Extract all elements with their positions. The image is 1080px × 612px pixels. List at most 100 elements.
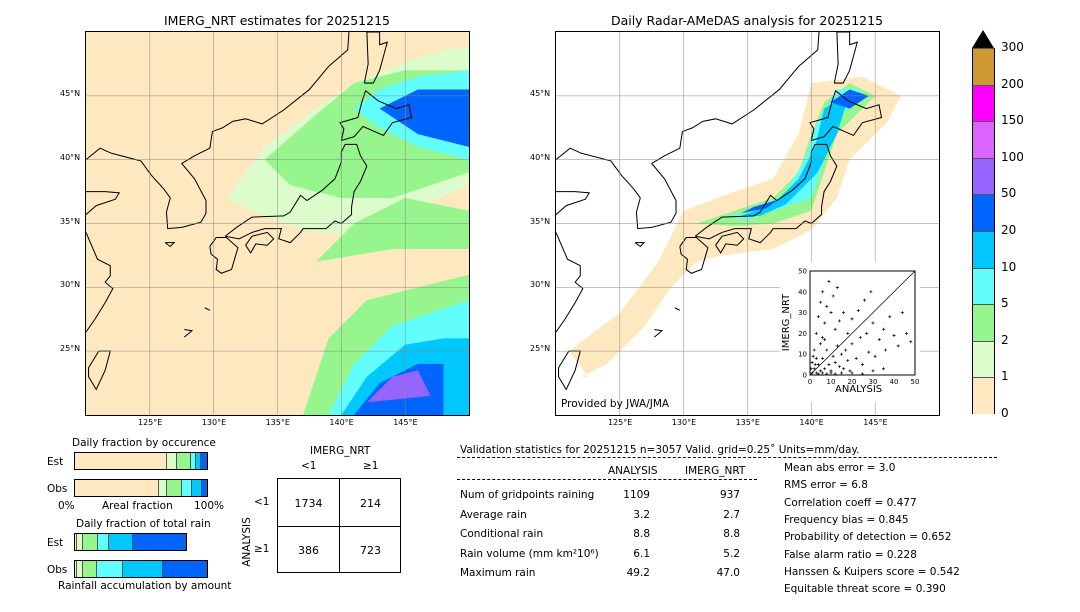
ct-cell: 214: [360, 497, 381, 510]
scatter-point: [905, 331, 909, 335]
rain-area: [741, 199, 780, 214]
stats-header: Validation statistics for 20251215 n=305…: [460, 444, 860, 456]
coastline: [556, 232, 584, 333]
scatter-point: [825, 372, 829, 376]
stats-label: Maximum rain: [460, 567, 536, 579]
colorbar-label: 10: [1001, 259, 1017, 274]
stats-a: 49.2: [626, 567, 650, 579]
one-to-one-line: [809, 270, 916, 376]
score-line: False alarm ratio = 0.228: [784, 548, 917, 561]
stats-label: Conditional rain: [460, 528, 544, 540]
scatter-point: [840, 371, 843, 375]
scatter-inset: 0 0 10 10 20 20 30 30 40 40 50 50 ANALYSIS IMERG_NR…: [780, 262, 920, 402]
scatter-point: [814, 356, 818, 360]
occurrence-est-bar: [74, 452, 208, 470]
lat-tick-label: 25°N: [530, 344, 551, 354]
fraction-segment: [132, 534, 186, 550]
ct-cell: 723: [360, 544, 381, 557]
fraction-segment: [82, 561, 98, 577]
ct-col-lt: <1: [301, 460, 317, 472]
fraction-segment: [159, 480, 168, 496]
colorbar-segment: [972, 340, 995, 378]
colorbar-label: 2: [1001, 332, 1009, 347]
lat-tick-label: 25°N: [60, 344, 81, 354]
scatter-point: [811, 354, 815, 358]
scatter-xtick: 40: [890, 378, 899, 386]
scatter-point: [821, 356, 825, 360]
coastline: [634, 242, 646, 248]
colorbar-label: 300: [1001, 40, 1024, 54]
scatter-point: [846, 331, 850, 335]
scatter-point: [814, 331, 818, 335]
coastline: [86, 232, 114, 333]
lat-tick-label: 35°N: [530, 216, 551, 226]
lat-tick-label: 30°N: [60, 280, 81, 290]
fraction-segment: [192, 480, 203, 496]
rain-est-label: Est: [47, 537, 64, 549]
fraction-segment: [201, 453, 207, 469]
scatter-point: [840, 352, 843, 356]
coastline: [339, 89, 413, 142]
scatter-ytick: 20: [798, 330, 807, 338]
scatter-point: [809, 367, 813, 371]
colorbar-segment: [972, 267, 995, 305]
score-line: Frequency bias = 0.845: [784, 513, 909, 526]
scatter-point: [842, 311, 846, 315]
lat-tick-label: 30°N: [530, 280, 551, 290]
fraction-segment: [83, 534, 99, 550]
total-rain-title: Daily fraction of total rain: [76, 518, 211, 530]
scatter-point: [892, 333, 896, 337]
scatter-point: [829, 311, 833, 315]
scatter-point: [861, 363, 864, 367]
occ-x0: 0%: [58, 500, 75, 512]
scatter-point: [896, 344, 900, 348]
rain-area: [315, 197, 469, 262]
lon-tick-label: 130°E: [671, 418, 697, 427]
stats-b: 8.8: [723, 528, 740, 540]
scatter-point: [816, 363, 820, 367]
scatter-point: [888, 315, 892, 319]
coastline: [809, 89, 883, 142]
stats-label: Average rain: [460, 508, 527, 521]
colorbar-segment: [972, 157, 995, 195]
coastline: [556, 191, 591, 215]
scatter-ytick: 10: [798, 351, 807, 359]
left-map-title: IMERG_NRT estimates for 20251215: [163, 13, 390, 28]
fraction-segment: [75, 480, 160, 496]
scatter-point: [813, 363, 817, 367]
lon-tick-label: 145°E: [863, 418, 888, 427]
lon-tick-label: 135°E: [265, 418, 290, 427]
scatter-point: [863, 298, 867, 302]
scatter-point: [850, 317, 854, 321]
colorbar-label: 0: [1001, 406, 1009, 420]
ct-row-ge: ≥1: [254, 543, 270, 555]
scatter-point: [873, 354, 877, 358]
lat-tick-label: 40°N: [530, 152, 551, 162]
coastline: [674, 307, 681, 311]
score-line: RMS error = 6.8: [784, 479, 868, 492]
stats-a: 3.2: [633, 508, 650, 521]
scatter-point: [825, 304, 829, 308]
scatter-point: [829, 371, 833, 375]
lon-tick-label: 125°E: [608, 418, 633, 427]
colorbar-extend-triangle: [972, 30, 994, 48]
score-line: Equitable threat score = 0.390: [784, 583, 946, 596]
lat-tick-label: 40°N: [60, 152, 81, 162]
occurrence-obs-bar: [74, 479, 208, 497]
coastline: [86, 191, 121, 215]
scatter-point: [871, 321, 875, 325]
scatter-point: [831, 294, 835, 298]
scatter-point: [819, 369, 822, 373]
scatter-point: [869, 290, 873, 294]
scatter-point: [821, 371, 825, 375]
right-map-title: Daily Radar-AMeDAS analysis for 20251215: [610, 13, 884, 28]
ct-cell: 386: [298, 544, 319, 557]
scatter-point: [823, 321, 827, 325]
contingency-table: 1734 214 386 723: [277, 478, 401, 573]
scatter-ylabel: IMERG_NRT: [781, 293, 793, 352]
scatter-point: [854, 356, 858, 360]
coastline: [556, 32, 820, 230]
scatter-point: [842, 367, 846, 371]
occ-obs-label: Obs: [47, 483, 68, 495]
coastline: [164, 242, 176, 248]
